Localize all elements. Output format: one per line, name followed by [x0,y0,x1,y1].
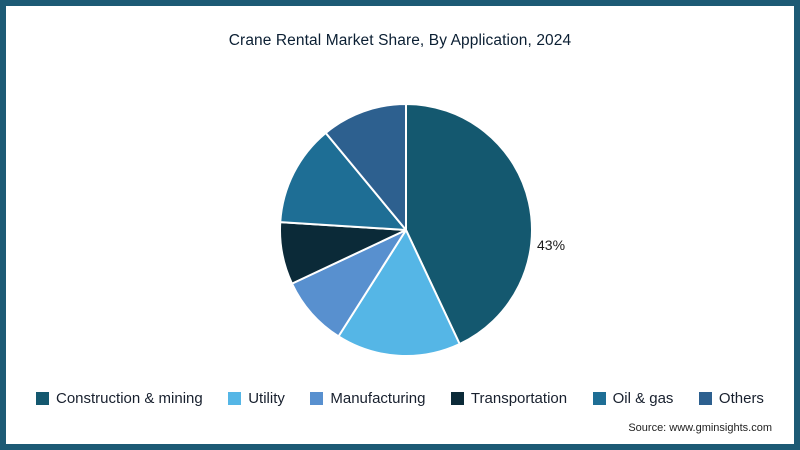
legend-label-oil-gas: Oil & gas [612,390,674,407]
legend-swatch-transportation [450,392,464,405]
legend-swatch-others [698,392,712,405]
legend-swatch-oil-gas [592,392,606,405]
source-credit: Source: www.gminsights.com [628,422,772,434]
legend-item-others: Others [698,390,764,407]
legend-item-construction-mining: Construction & mining [36,390,203,407]
pie-slice-construction-mining [405,103,533,346]
legend-label-construction-mining: Construction & mining [56,390,203,407]
pie-value-label: 43% [537,237,566,253]
legend-item-transportation: Transportation [450,390,568,407]
legend-item-utility: Utility [228,390,285,407]
pie-slice-utility [337,229,461,357]
pie-slice-others [324,103,407,231]
legend-item-manufacturing: Manufacturing [310,390,425,407]
legend-swatch-construction-mining [36,392,49,405]
legend-label-utility: Utility [248,390,285,407]
pie-slice-oil-gas [279,131,407,231]
pie-chart [279,103,533,357]
legend: Construction & mining Utility Manufacturin… [36,390,764,407]
legend-item-oil-gas: Oil & gas [592,390,674,407]
chart-area [278,102,534,358]
legend-label-others: Others [718,390,764,407]
chart-title: Crane Rental Market Share, By Applicatio… [228,32,572,49]
legend-label-manufacturing: Manufacturing [330,390,426,407]
legend-swatch-utility [228,392,242,405]
legend-swatch-manufacturing [310,392,324,405]
legend-label-transportation: Transportation [470,390,568,407]
